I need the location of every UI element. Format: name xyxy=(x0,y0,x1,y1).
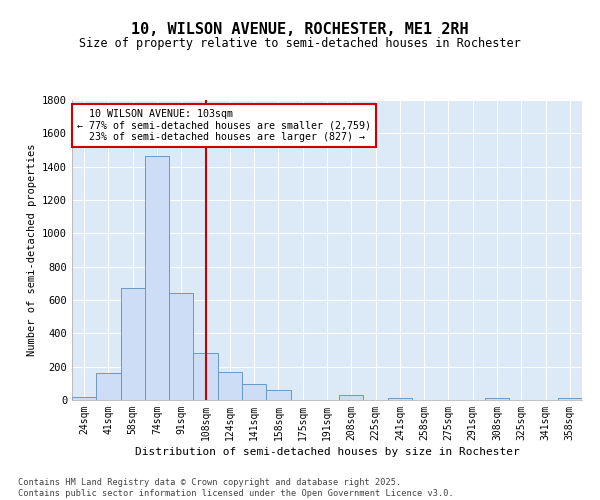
Bar xyxy=(218,372,242,400)
Bar xyxy=(339,395,364,400)
Text: 10 WILSON AVENUE: 103sqm
← 77% of semi-detached houses are smaller (2,759)
  23%: 10 WILSON AVENUE: 103sqm ← 77% of semi-d… xyxy=(77,109,371,142)
Bar xyxy=(96,374,121,400)
Bar xyxy=(558,398,582,400)
Bar xyxy=(169,294,193,400)
Bar xyxy=(242,384,266,400)
Bar xyxy=(388,398,412,400)
Text: Contains HM Land Registry data © Crown copyright and database right 2025.
Contai: Contains HM Land Registry data © Crown c… xyxy=(18,478,454,498)
X-axis label: Distribution of semi-detached houses by size in Rochester: Distribution of semi-detached houses by … xyxy=(134,447,520,457)
Bar xyxy=(145,156,169,400)
Text: 10, WILSON AVENUE, ROCHESTER, ME1 2RH: 10, WILSON AVENUE, ROCHESTER, ME1 2RH xyxy=(131,22,469,38)
Y-axis label: Number of semi-detached properties: Number of semi-detached properties xyxy=(26,144,37,356)
Bar xyxy=(193,352,218,400)
Bar xyxy=(485,398,509,400)
Bar xyxy=(72,396,96,400)
Text: Size of property relative to semi-detached houses in Rochester: Size of property relative to semi-detach… xyxy=(79,38,521,51)
Bar xyxy=(121,288,145,400)
Bar xyxy=(266,390,290,400)
